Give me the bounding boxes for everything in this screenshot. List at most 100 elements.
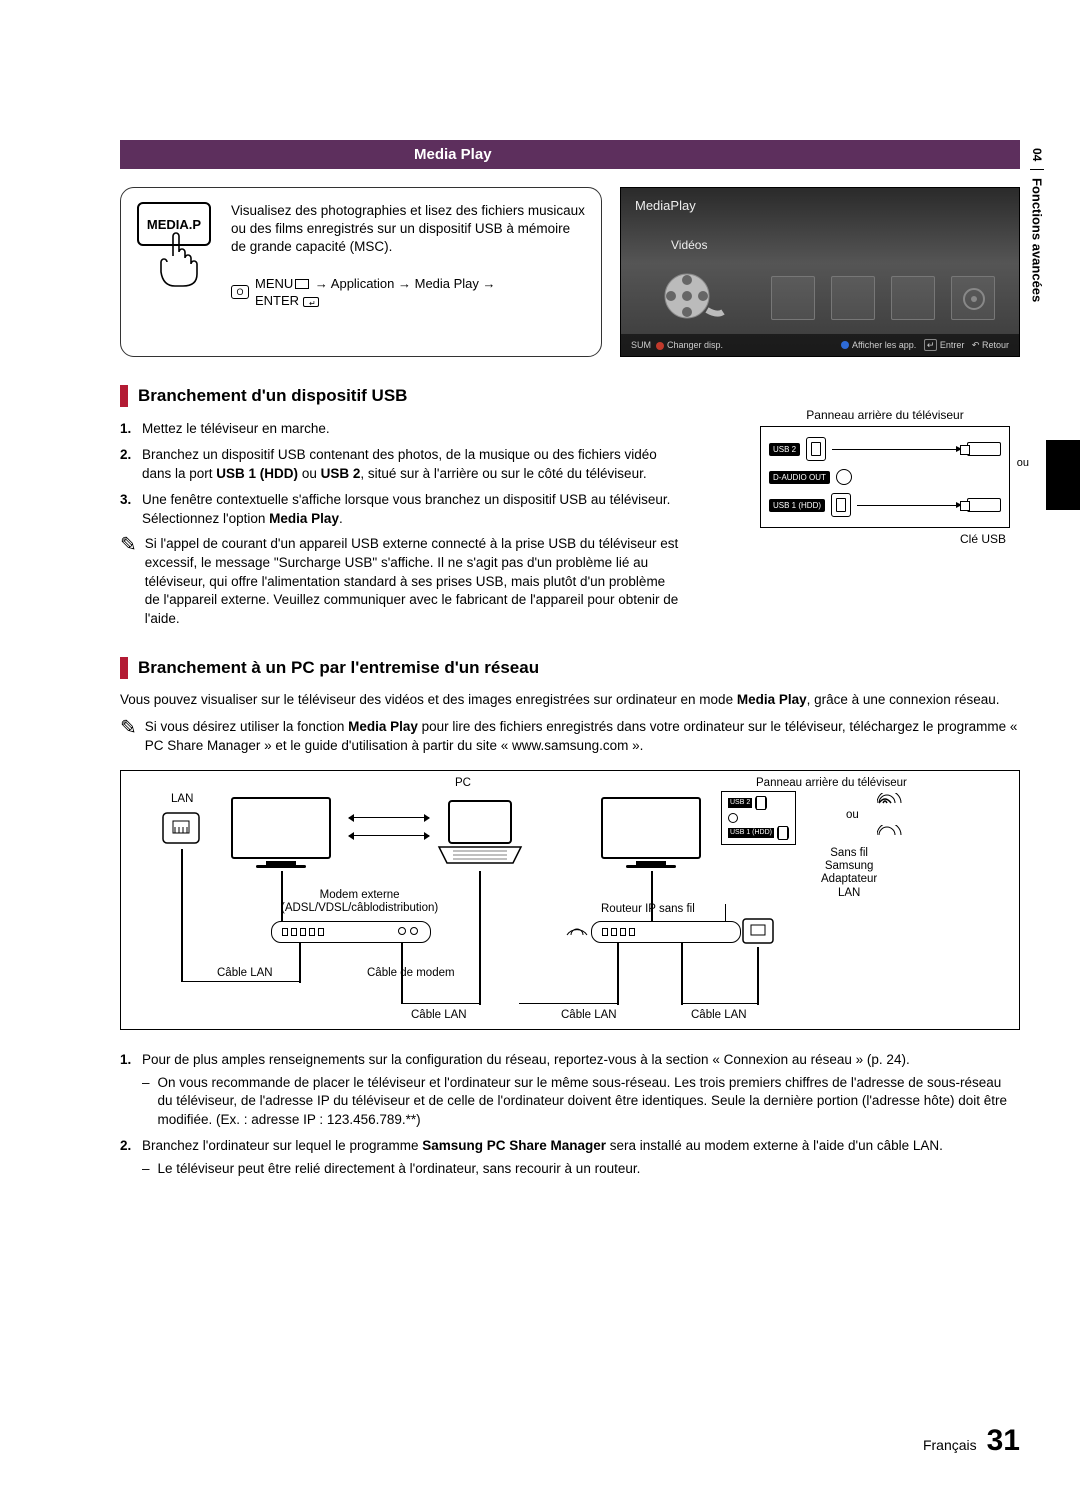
cable-modem-label: Câble de modem bbox=[367, 967, 455, 979]
ss-hint-change: Changer disp. bbox=[667, 340, 723, 350]
usb1-port-row: USB 1 (HDD) bbox=[769, 493, 1001, 517]
page: 04 Fonctions avancées Media Play MEDIA.P… bbox=[0, 0, 1080, 1494]
usb-drive-icon bbox=[967, 442, 1001, 456]
or-label: ou bbox=[1017, 457, 1029, 469]
tv-monitor-icon bbox=[231, 797, 331, 868]
network-notes-list: 1. Pour de plus amples renseignements su… bbox=[120, 1050, 1020, 1179]
wifi-waves-icon bbox=[565, 917, 589, 941]
thumb-index-marker bbox=[1046, 440, 1080, 510]
cable-lan-label: Câble LAN bbox=[411, 1009, 467, 1021]
sub-item: Le téléviseur peut être relié directemen… bbox=[142, 1160, 1020, 1179]
network-diagram: LAN PC Panneau arrière du téléviseur ou … bbox=[120, 770, 1020, 1030]
chapter-title: Fonctions avancées bbox=[1030, 170, 1045, 362]
list-item: 3.Une fenêtre contextuelle s'affiche lor… bbox=[120, 490, 680, 529]
usb-port-icon bbox=[806, 437, 826, 461]
tv-rear-usb-panel: Panneau arrière du téléviseur USB 2 D-AU… bbox=[760, 408, 1010, 546]
router-icon bbox=[591, 921, 741, 943]
audio-port-icon bbox=[836, 469, 852, 485]
ss-hint-return: Retour bbox=[982, 340, 1009, 350]
wifi-waves-icon bbox=[877, 793, 903, 813]
arrow-icon bbox=[857, 505, 961, 506]
tv-monitor-icon bbox=[601, 797, 701, 868]
usb1-port-label: USB 1 (HDD) bbox=[769, 499, 825, 512]
red-dot-icon bbox=[656, 342, 664, 350]
lan-label: LAN bbox=[171, 793, 193, 805]
intro-text: Visualisez des photographies et lisez de… bbox=[231, 202, 585, 342]
enter-glyph-icon: ↵ bbox=[924, 339, 938, 351]
ou-label: ou bbox=[846, 809, 859, 821]
panel-caption: Panneau arrière du téléviseur bbox=[760, 408, 1010, 422]
usb-key-label: Clé USB bbox=[760, 532, 1010, 546]
wifi-waves-icon bbox=[877, 825, 903, 845]
router-label: Routeur IP sans fil bbox=[601, 903, 695, 915]
audio-out-row: D-AUDIO OUT bbox=[769, 469, 1001, 485]
ss-thumb bbox=[951, 276, 995, 320]
nav-path: → Application → Media Play → bbox=[311, 276, 495, 291]
nav-prefix: MENU bbox=[255, 276, 293, 291]
mediaplay-screenshot: MediaPlay Vidéos SUM Changer disp. bbox=[620, 187, 1020, 357]
intro-row: MEDIA.P Visualisez des photographies et … bbox=[120, 187, 1020, 357]
rear-panel-label: Panneau arrière du téléviseur bbox=[756, 777, 907, 789]
footer-page-number: 31 bbox=[987, 1424, 1020, 1458]
list-item: 1.Mettez le téléviseur en marche. bbox=[120, 419, 680, 439]
modem-label: Modem externe(ADSL/VDSL/câblodistributio… bbox=[281, 889, 438, 915]
ss-hint-enter: Entrer bbox=[940, 340, 965, 350]
return-glyph-icon: ↶ bbox=[972, 340, 980, 350]
usb2-port-row: USB 2 bbox=[769, 437, 1001, 461]
cable-lan-label: Câble LAN bbox=[561, 1009, 617, 1021]
tv-rear-port-box: USB 2 USB 1 (HDD) bbox=[721, 791, 796, 845]
ss-hint-bar: SUM Changer disp. Afficher les app. ↵ En… bbox=[621, 334, 1019, 356]
audio-port-icon bbox=[728, 813, 738, 823]
nav-suffix: ENTER bbox=[255, 293, 299, 308]
film-reel-icon bbox=[661, 266, 725, 330]
chapter-number: 04 bbox=[1030, 140, 1044, 170]
section-titlebar-label: Media Play bbox=[414, 146, 492, 163]
usb-overload-note: ✎ Si l'appel de courant d'un appareil US… bbox=[120, 535, 680, 629]
audio-port-label: D-AUDIO OUT bbox=[769, 471, 830, 484]
arrow-icon bbox=[832, 449, 961, 450]
sub-item: On vous recommande de placer le télévise… bbox=[142, 1074, 1020, 1131]
pc-label: PC bbox=[455, 777, 471, 789]
usb-port-icon bbox=[755, 796, 767, 810]
ss-category-label: Vidéos bbox=[671, 238, 707, 252]
blue-dot-icon bbox=[841, 341, 849, 349]
intro-description: Visualisez des photographies et lisez de… bbox=[231, 202, 585, 257]
cable-lan-label: Câble LAN bbox=[217, 967, 273, 979]
menu-nav-path: O MENU → Application → Media Play → ENTE… bbox=[231, 275, 585, 310]
side-tab: 04 Fonctions avancées bbox=[1024, 140, 1050, 363]
usb-drive-icon bbox=[967, 498, 1001, 512]
section2-heading: Branchement à un PC par l'entremise d'un… bbox=[120, 657, 1020, 679]
pcshare-note: ✎ Si vous désirez utiliser la fonction M… bbox=[120, 718, 1020, 756]
modem-icon bbox=[271, 921, 431, 943]
footer-lang: Français bbox=[923, 1437, 977, 1453]
usb-steps-list: 1.Mettez le téléviseur en marche. 2.Bran… bbox=[120, 419, 680, 529]
intro-box: MEDIA.P Visualisez des photographies et … bbox=[120, 187, 602, 357]
ss-hint-sum: SUM bbox=[631, 340, 651, 350]
ss-thumb bbox=[831, 276, 875, 320]
section1-heading: Branchement d'un dispositif USB bbox=[120, 385, 1020, 407]
usb2-port-label: USB 2 bbox=[769, 443, 800, 456]
ss-app-title: MediaPlay bbox=[635, 198, 696, 213]
section2-intro-para: Vous pouvez visualiser sur le téléviseur… bbox=[120, 691, 1020, 710]
note-icon: ✎ bbox=[120, 535, 137, 629]
usb-port-icon bbox=[777, 826, 789, 840]
note-icon: ✎ bbox=[120, 718, 137, 756]
page-footer: Français 31 bbox=[923, 1424, 1020, 1458]
cable-lan-label: Câble LAN bbox=[691, 1009, 747, 1021]
list-item: 2.Branchez un dispositif USB contenant d… bbox=[120, 445, 680, 484]
section-titlebar: Media Play bbox=[120, 140, 1020, 169]
bidir-arrow-icon bbox=[349, 835, 429, 837]
usb-port-icon bbox=[831, 493, 851, 517]
ss-thumb bbox=[771, 276, 815, 320]
laptop-icon bbox=[435, 797, 525, 871]
remote-menu-icon: O bbox=[231, 285, 249, 299]
wall-lan-jack-icon bbox=[161, 811, 201, 851]
list-item: 1. Pour de plus amples renseignements su… bbox=[120, 1050, 1020, 1130]
wall-lan-jack-icon bbox=[741, 917, 775, 947]
wifi-adapter-label: Sans fil Samsung Adaptateur LAN bbox=[821, 847, 877, 900]
list-item: 2. Branchez l'ordinateur sur lequel le p… bbox=[120, 1136, 1020, 1178]
ss-thumb bbox=[891, 276, 935, 320]
hand-press-icon bbox=[155, 230, 201, 290]
ss-hint-apps: Afficher les app. bbox=[852, 340, 916, 350]
bidir-arrow-icon bbox=[349, 817, 429, 819]
